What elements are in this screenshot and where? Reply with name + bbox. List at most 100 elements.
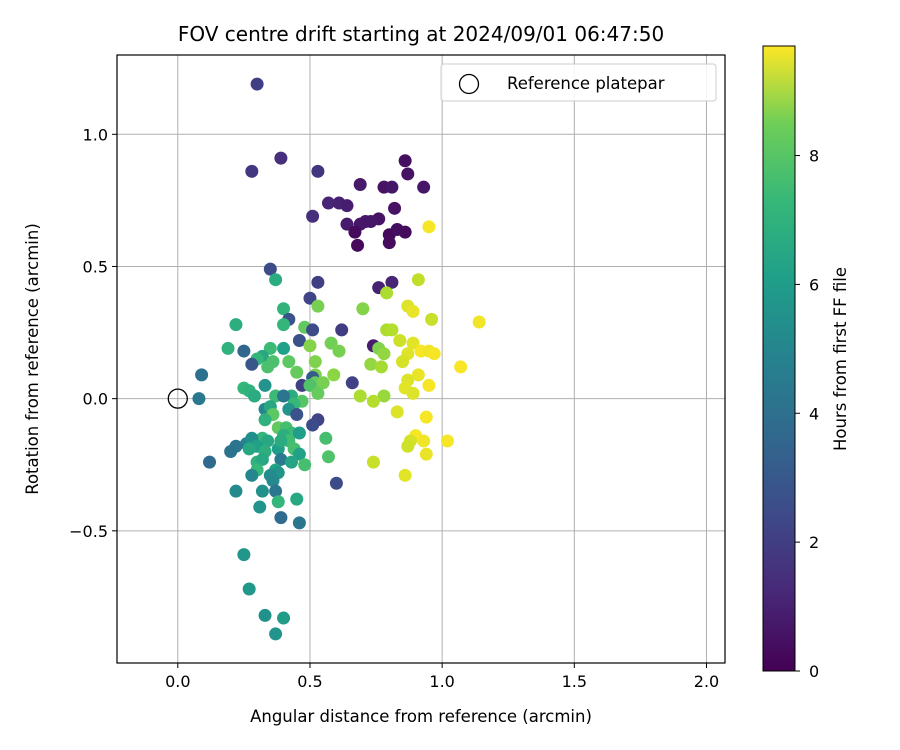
y-axis-label: Rotation from reference (arcmin) [23, 223, 42, 495]
data-point [229, 484, 243, 498]
data-points [167, 77, 486, 641]
colorbar-tick-label: 8 [809, 147, 819, 166]
data-point [292, 426, 306, 440]
data-point [406, 336, 420, 350]
data-point [345, 376, 359, 390]
data-point [303, 291, 317, 305]
data-point [329, 476, 343, 490]
data-point [277, 318, 291, 332]
data-point [229, 318, 243, 332]
data-point [366, 455, 380, 469]
data-point [353, 178, 367, 192]
data-point [192, 392, 206, 406]
data-point [390, 405, 404, 419]
data-point [245, 164, 259, 178]
data-point [398, 468, 412, 482]
data-point [324, 336, 338, 350]
y-tick-label: −0.5 [69, 522, 108, 541]
data-point [321, 450, 335, 464]
data-point [340, 199, 354, 213]
colorbar-tick-label: 0 [809, 662, 819, 681]
data-point [411, 368, 425, 382]
data-point [277, 302, 291, 316]
data-point [245, 468, 259, 482]
data-point [274, 434, 288, 448]
colorbar: 0 2 4 6 8 Hours from first FF file [762, 45, 850, 681]
data-point [311, 299, 325, 313]
data-point [277, 341, 291, 355]
data-point [422, 378, 436, 392]
data-point [242, 582, 256, 596]
y-tick-label: 1.0 [83, 125, 108, 144]
plot-frame [116, 54, 726, 664]
data-point [401, 167, 415, 181]
data-point [292, 516, 306, 530]
data-point [417, 434, 431, 448]
data-point [335, 323, 349, 337]
data-point [472, 315, 486, 329]
data-point [253, 500, 267, 514]
x-tick-label: 0.5 [297, 672, 322, 691]
data-point [377, 347, 391, 361]
data-point [292, 447, 306, 461]
data-point [440, 434, 454, 448]
data-point [277, 389, 291, 403]
data-point [195, 368, 209, 382]
data-point [454, 360, 468, 374]
data-point [425, 312, 439, 326]
data-point [356, 302, 370, 316]
colorbar-ticks: 0 2 4 6 8 [795, 147, 819, 681]
data-point [316, 376, 330, 390]
data-point [274, 452, 288, 466]
data-point [290, 365, 304, 379]
data-point [237, 344, 251, 358]
colorbar-gradient [763, 46, 795, 671]
data-point [274, 511, 288, 525]
data-point [237, 548, 251, 562]
data-point [255, 484, 269, 498]
x-axis-ticks: 0.0 0.5 1.0 1.5 2.0 [165, 663, 719, 691]
x-tick-label: 1.5 [562, 672, 587, 691]
data-point [364, 357, 378, 371]
data-point [401, 439, 415, 453]
data-point [245, 357, 259, 371]
data-point [284, 455, 298, 469]
data-point [382, 236, 396, 250]
data-point [277, 611, 291, 625]
data-point [388, 201, 402, 215]
data-point [261, 360, 275, 374]
data-point [411, 273, 425, 287]
data-point [340, 217, 354, 231]
data-point [308, 355, 322, 369]
chart-title: FOV centre drift starting at 2024/09/01 … [178, 22, 664, 46]
colorbar-frame [762, 45, 796, 672]
data-point [290, 408, 304, 422]
data-point [406, 386, 420, 400]
data-point [255, 452, 269, 466]
legend-box [440, 63, 717, 102]
data-point [395, 355, 409, 369]
data-point [351, 238, 365, 252]
data-point [266, 474, 280, 488]
data-point [242, 442, 256, 456]
data-point [258, 378, 272, 392]
data-point [303, 339, 317, 353]
data-point [263, 262, 277, 276]
data-point [319, 431, 333, 445]
data-point [203, 455, 217, 469]
data-point [398, 225, 412, 239]
reference-platepar-marker [167, 388, 188, 409]
colorbar-tick-label: 2 [809, 533, 819, 552]
grid-lines [117, 55, 725, 663]
colorbar-label: Hours from first FF file [831, 267, 850, 451]
data-point [261, 434, 275, 448]
data-point [364, 215, 378, 229]
data-point [327, 368, 341, 382]
data-point [292, 333, 306, 347]
data-point [303, 378, 317, 392]
data-point [221, 341, 235, 355]
data-point [247, 389, 261, 403]
data-point [271, 495, 285, 509]
data-point [269, 484, 283, 498]
